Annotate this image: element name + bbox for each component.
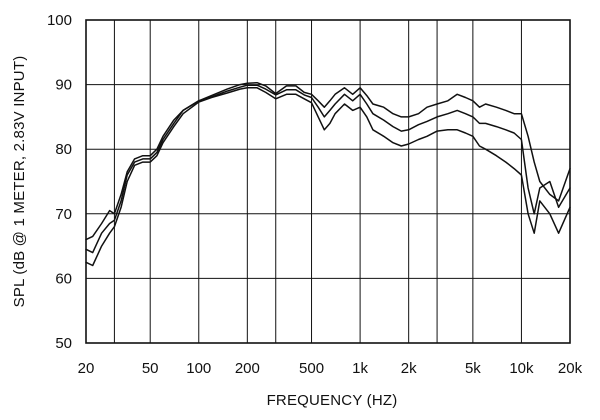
y-axis-ticks: 50 60 70 80 90 100 <box>47 12 72 352</box>
x-axis-ticks: 20 50 100 200 500 1k 2k 5k 10k 20k <box>78 360 583 377</box>
y-tick-label: 90 <box>55 77 72 94</box>
y-tick-label: 80 <box>55 141 72 158</box>
x-tick-label: 20k <box>558 360 583 377</box>
response-curve-3 <box>85 87 571 267</box>
x-tick-label: 200 <box>235 360 260 377</box>
y-axis-title: SPL (dB @ 1 METER, 2.83V INPUT) <box>11 56 28 308</box>
x-tick-label: 50 <box>142 360 159 377</box>
y-tick-label: 100 <box>47 12 72 29</box>
x-tick-label: 2k <box>401 360 417 377</box>
y-tick-label: 60 <box>55 270 72 287</box>
plot-frame <box>85 19 571 344</box>
series-layer <box>85 81 571 267</box>
x-axis-title: FREQUENCY (HZ) <box>267 392 398 409</box>
x-tick-label: 500 <box>299 360 324 377</box>
y-tick-label: 50 <box>55 335 72 352</box>
grid-layer <box>85 19 571 344</box>
response-curve-1 <box>85 81 571 241</box>
response-curve-2 <box>85 84 571 254</box>
y-tick-label: 70 <box>55 206 72 223</box>
x-tick-label: 1k <box>352 360 368 377</box>
x-tick-label: 100 <box>186 360 211 377</box>
x-tick-label: 5k <box>465 360 481 377</box>
x-tick-label: 10k <box>509 360 534 377</box>
x-tick-label: 20 <box>78 360 95 377</box>
